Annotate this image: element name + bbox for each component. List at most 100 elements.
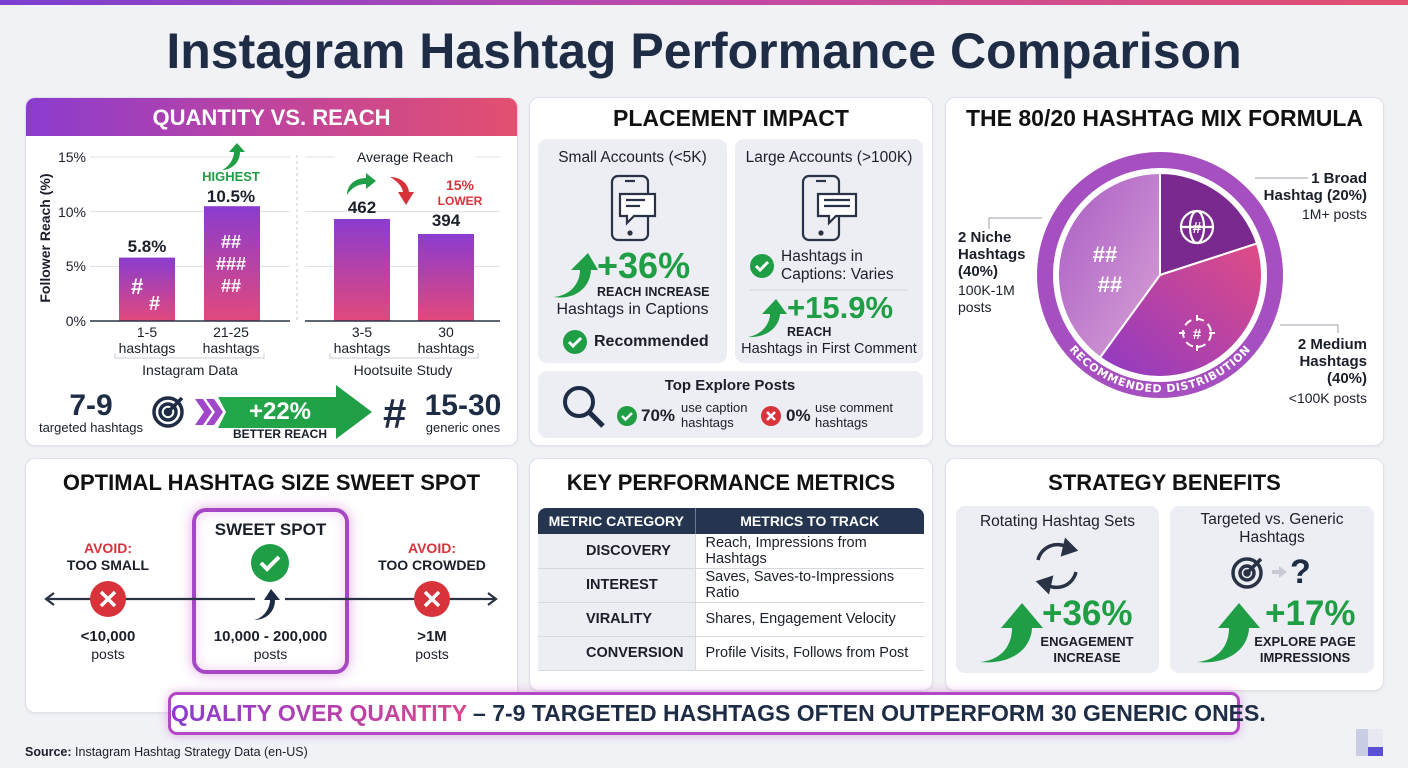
y-tick: 5% (65, 258, 86, 274)
pie-slice (1159, 171, 1259, 277)
small-desc: Hashtags in Captions (556, 301, 709, 318)
quality-banner: QUALITY OVER QUANTITY – 7-9 TARGETED HAS… (168, 692, 1266, 735)
metrics-title: KEY PERFORMANCE METRICS (566, 470, 896, 495)
lower-word: LOWER (437, 194, 483, 208)
group-label: Hootsuite Study (353, 362, 453, 378)
x-icon (761, 406, 781, 426)
y-axis-label: Follower Reach (%) (36, 173, 53, 303)
data-label: 394 (431, 211, 461, 230)
niche-l3: (40%) (958, 263, 999, 280)
bars (119, 206, 474, 321)
hash-icon: # (131, 274, 143, 299)
pie-slice (1057, 171, 1161, 359)
targeted-label: targeted hashtags (38, 420, 144, 435)
table-header: METRIC CATEGORY METRICS TO TRACK (538, 508, 924, 534)
broad-l1: 1 Broad (1311, 170, 1367, 187)
header-category: METRIC CATEGORY (538, 508, 695, 534)
check-icon (617, 406, 637, 426)
check-icon (563, 330, 587, 354)
better-reach-value: +22% (248, 398, 312, 425)
data-label: 10.5% (206, 187, 256, 206)
chevrons-icon (195, 399, 223, 425)
svg-text:#: # (1193, 220, 1202, 237)
hash-cluster-icon: ## (221, 276, 241, 296)
benefits-title: STRATEGY BENEFITS (1048, 470, 1281, 495)
caption-pct: 70% (641, 406, 676, 425)
rotating-value: +36% (1042, 594, 1133, 633)
pie-chart (1057, 171, 1263, 378)
arrow-up-icon (748, 299, 787, 338)
recommended-badge: Recommended (594, 333, 709, 350)
sweetspot-label: SWEET SPOT (214, 520, 327, 539)
x-tick: 3-5 hashtags (333, 324, 391, 356)
broad-posts: 1M+ posts (1302, 206, 1367, 222)
large-check-line2: Captions: Varies (781, 266, 894, 283)
small-reach-value: +36% (597, 245, 691, 286)
row-category: VIRALITY (538, 602, 695, 637)
niche-l1: 2 Niche (958, 229, 1012, 246)
explore-box (538, 371, 923, 438)
hash-icon: # (149, 293, 160, 315)
x-tick: 21-25 hashtags (202, 324, 260, 356)
big-green-arrow (218, 385, 372, 439)
quantity-header: QUANTITY VS. REACH (26, 98, 517, 136)
medium-posts: <100K posts (1288, 390, 1367, 406)
average-reach-title: Average Reach (335, 149, 475, 166)
small-accounts-title: Small Accounts (<5K) (558, 149, 707, 166)
small-range: <10,000 (80, 628, 136, 645)
large-check-line1: Hashtags in (781, 248, 863, 265)
crowded-range: >1M (417, 628, 447, 645)
hash-cluster-icon: ## (1098, 272, 1122, 297)
targeted-count: 7-9 (69, 389, 113, 422)
x-icon (90, 581, 126, 617)
large-accounts-title: Large Accounts (>100K) (745, 149, 913, 166)
row-metrics: Profile Visits, Follows from Post (694, 636, 924, 671)
mix-title: THE 80/20 HASHTAG MIX FORMULA (966, 105, 1363, 131)
generic-label: generic ones (425, 420, 501, 435)
crosshair-hash-icon: # (1179, 315, 1215, 351)
target-icon (1231, 557, 1263, 589)
x-icon (414, 581, 450, 617)
sweetspot-title: OPTIMAL HASHTAG SIZE SWEET SPOT (62, 470, 481, 495)
arrow-up-icon (980, 603, 1043, 663)
targeted-l1: EXPLORE PAGE (1254, 634, 1356, 649)
leader-line (1280, 324, 1339, 333)
explore-title: Top Explore Posts (664, 377, 796, 394)
row-category: DISCOVERY (538, 534, 695, 569)
large-reach-value: +15.9% (787, 290, 894, 325)
phone-chat-icon (610, 174, 657, 242)
niche-posts2: posts (958, 299, 992, 315)
avoid-small: AVOID: (84, 540, 132, 556)
x-tick: 30 hashtags (417, 324, 475, 356)
arrow-down-icon (390, 177, 414, 205)
small-unit: posts (91, 646, 125, 662)
row-metrics: Shares, Engagement Velocity (694, 602, 924, 637)
metrics-table: METRIC CATEGORY METRICS TO TRACK DISCOVE… (538, 508, 924, 671)
hash-cluster-icon: ## (221, 232, 241, 252)
targeted-title1: Targeted vs. Generic (1200, 511, 1344, 528)
niche-posts1: 100K-1M (958, 282, 1015, 298)
row-metrics: Saves, Saves-to-Impressions Ratio (694, 568, 924, 603)
data-label: 5.8% (127, 237, 167, 256)
banner-text: – 7-9 TARGETED HASHTAGS OFTEN OUTPERFORM… (466, 700, 1266, 726)
corner-logo (1356, 729, 1383, 756)
y-tick: 15% (57, 149, 86, 165)
too-crowded: TOO CROWDED (378, 557, 486, 573)
group-bracket-hootsuite (329, 353, 479, 359)
check-icon (251, 544, 289, 582)
magnifier-icon (563, 386, 605, 428)
rotating-title: Rotating Hashtag Sets (979, 513, 1136, 530)
rotating-l1: ENGAGEMENT (1040, 634, 1134, 649)
sweet-spot-box (192, 508, 349, 674)
phone-chat-icon (801, 174, 858, 242)
source-note: Source: Instagram Hashtag Strategy Data … (25, 745, 308, 759)
target-icon (152, 396, 184, 428)
group-label: Instagram Data (142, 362, 238, 378)
distribution-ring (1037, 152, 1283, 398)
caption-l1: use caption (681, 400, 748, 415)
table-row: VIRALITY Shares, Engagement Velocity (538, 602, 924, 637)
question-icon: ? (1290, 553, 1311, 591)
rotating-box (956, 506, 1159, 673)
arrow-right-icon (1272, 566, 1287, 578)
y-tick: 0% (65, 313, 86, 329)
